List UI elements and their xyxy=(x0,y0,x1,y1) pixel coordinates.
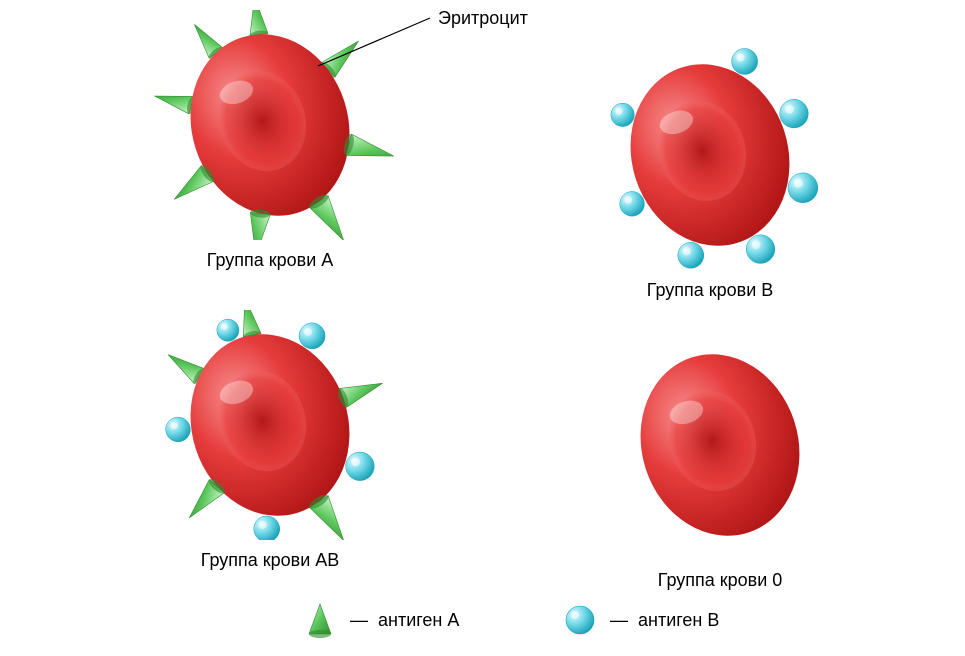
caption: Группа крови АВ xyxy=(140,550,400,571)
antigen-b-icon xyxy=(732,48,758,74)
antigen-a-icon xyxy=(246,209,271,240)
blood-group-b: Группа крови В xyxy=(580,40,840,301)
blood-group-a: Группа крови А xyxy=(140,10,400,271)
erythrocyte xyxy=(167,13,372,236)
antigen-a-icon xyxy=(168,163,217,207)
antigen-b-icon xyxy=(299,323,325,349)
antigen-a-icon xyxy=(336,374,386,409)
antigen-b-icon xyxy=(611,103,634,126)
caption: Группа крови А xyxy=(140,250,400,271)
antigen-b-icon xyxy=(166,417,191,442)
caption: Группа крови В xyxy=(580,280,840,301)
antigen-b-icon xyxy=(780,99,809,128)
antigen-a-icon xyxy=(342,133,396,167)
antigen-b-icon xyxy=(678,242,704,268)
dash: — xyxy=(610,610,628,631)
blood-group-ab: Группа крови АВ xyxy=(140,310,400,571)
diagram-canvas: Группа крови А Группа крови В Группа крови… xyxy=(0,0,965,656)
antigen-b-icon xyxy=(620,191,645,216)
dash: — xyxy=(350,610,368,631)
legend-antigen-a: — антиген А xyxy=(300,600,459,640)
erythrocyte xyxy=(607,43,812,266)
erythrocyte-label: Эритроцит xyxy=(438,8,528,29)
blood-group-o: Группа крови 0 xyxy=(590,330,850,591)
antigen-b-icon xyxy=(746,235,775,264)
legend-antigen-b: — антиген В xyxy=(560,600,719,640)
legend-label: антиген А xyxy=(378,610,459,631)
antigen-b-icon xyxy=(254,516,280,540)
erythrocyte xyxy=(617,333,822,556)
antigen-b-icon xyxy=(788,173,818,203)
caption: Группа крови 0 xyxy=(590,570,850,591)
antigen-b-icon xyxy=(217,319,239,341)
antigen-b-icon xyxy=(346,452,375,481)
antigen-a-icon xyxy=(152,87,197,115)
legend-label: антиген В xyxy=(638,610,719,631)
